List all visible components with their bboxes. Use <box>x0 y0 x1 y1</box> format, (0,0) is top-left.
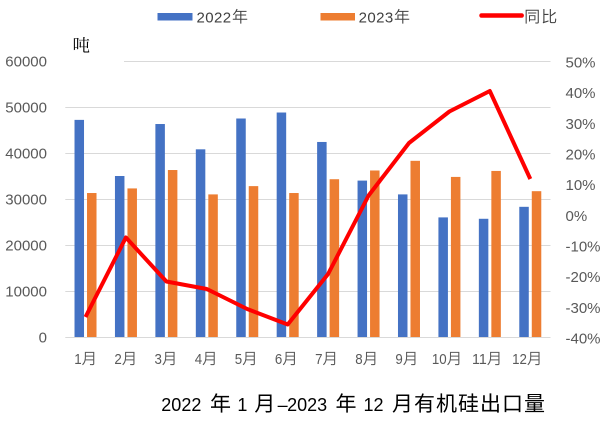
svg-text:60000: 60000 <box>5 54 47 71</box>
svg-text:10%: 10% <box>566 177 596 194</box>
svg-text:12: 12 <box>512 351 527 368</box>
svg-text:–: – <box>278 395 288 415</box>
svg-text:6: 6 <box>275 351 282 368</box>
svg-text:3: 3 <box>155 351 162 368</box>
svg-text:-30%: -30% <box>566 300 601 317</box>
svg-text:30000: 30000 <box>5 191 47 208</box>
svg-text:40000: 40000 <box>5 145 47 162</box>
svg-text:50%: 50% <box>566 55 596 72</box>
svg-text:1: 1 <box>237 395 247 415</box>
svg-text:10: 10 <box>432 351 447 368</box>
svg-text:8: 8 <box>355 351 362 368</box>
svg-text:2022: 2022 <box>161 395 201 415</box>
svg-text:-20%: -20% <box>566 269 601 286</box>
svg-text:1: 1 <box>74 351 81 368</box>
svg-text:11: 11 <box>472 351 487 368</box>
svg-text:20000: 20000 <box>5 237 47 254</box>
svg-text:7: 7 <box>315 351 322 368</box>
svg-text:2023: 2023 <box>359 9 394 26</box>
svg-text:2023: 2023 <box>287 395 327 415</box>
svg-text:0%: 0% <box>566 208 588 225</box>
svg-text:10000: 10000 <box>5 283 47 300</box>
svg-text:20%: 20% <box>566 147 596 164</box>
svg-text:2022: 2022 <box>197 9 232 26</box>
svg-text:5: 5 <box>235 351 242 368</box>
svg-text:40%: 40% <box>566 85 596 102</box>
svg-text:4: 4 <box>195 351 202 368</box>
svg-text:0: 0 <box>39 329 47 346</box>
svg-text:30%: 30% <box>566 116 596 133</box>
svg-text:-40%: -40% <box>566 331 601 348</box>
svg-text:2: 2 <box>114 351 121 368</box>
svg-text:12: 12 <box>364 395 384 415</box>
svg-text:-10%: -10% <box>566 239 601 256</box>
svg-text:50000: 50000 <box>5 100 47 117</box>
svg-text:9: 9 <box>395 351 402 368</box>
